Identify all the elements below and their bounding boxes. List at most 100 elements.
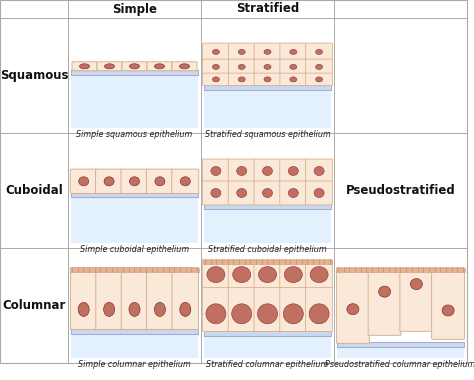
Ellipse shape: [238, 64, 245, 70]
Bar: [204, 331, 331, 336]
FancyBboxPatch shape: [202, 59, 229, 75]
FancyBboxPatch shape: [432, 268, 465, 339]
Ellipse shape: [129, 177, 139, 186]
FancyBboxPatch shape: [254, 260, 281, 290]
FancyBboxPatch shape: [146, 169, 173, 193]
Ellipse shape: [263, 166, 273, 176]
Ellipse shape: [180, 302, 191, 317]
FancyBboxPatch shape: [306, 59, 332, 75]
FancyBboxPatch shape: [306, 43, 332, 61]
Ellipse shape: [238, 49, 245, 54]
FancyBboxPatch shape: [254, 59, 281, 75]
FancyBboxPatch shape: [96, 169, 123, 193]
FancyBboxPatch shape: [368, 268, 401, 335]
Ellipse shape: [212, 64, 219, 70]
Bar: [337, 342, 464, 347]
Ellipse shape: [314, 188, 324, 198]
FancyBboxPatch shape: [228, 43, 255, 61]
Ellipse shape: [442, 305, 454, 316]
Ellipse shape: [104, 177, 114, 186]
Bar: [204, 90, 331, 128]
Ellipse shape: [79, 177, 89, 186]
FancyBboxPatch shape: [172, 169, 199, 193]
Ellipse shape: [78, 302, 89, 317]
Ellipse shape: [316, 49, 323, 54]
Bar: [71, 329, 198, 334]
Ellipse shape: [155, 177, 165, 186]
FancyBboxPatch shape: [337, 268, 369, 343]
FancyBboxPatch shape: [172, 268, 199, 329]
Bar: [71, 192, 198, 197]
Ellipse shape: [212, 77, 219, 82]
FancyBboxPatch shape: [172, 62, 197, 71]
FancyBboxPatch shape: [280, 159, 307, 183]
FancyBboxPatch shape: [306, 288, 333, 332]
Ellipse shape: [379, 286, 391, 297]
FancyBboxPatch shape: [306, 159, 333, 183]
Ellipse shape: [155, 64, 164, 69]
FancyBboxPatch shape: [228, 73, 255, 86]
Bar: [336, 268, 465, 272]
Ellipse shape: [180, 177, 190, 186]
Ellipse shape: [129, 302, 140, 317]
Text: Squamous: Squamous: [0, 69, 68, 82]
Ellipse shape: [257, 304, 277, 324]
Ellipse shape: [309, 304, 329, 324]
Ellipse shape: [290, 77, 297, 82]
Ellipse shape: [207, 267, 225, 283]
FancyBboxPatch shape: [228, 260, 255, 290]
Ellipse shape: [211, 188, 221, 198]
FancyBboxPatch shape: [306, 73, 332, 86]
FancyBboxPatch shape: [202, 181, 229, 205]
Ellipse shape: [290, 49, 297, 54]
Ellipse shape: [80, 64, 90, 69]
FancyBboxPatch shape: [228, 181, 255, 205]
FancyBboxPatch shape: [254, 73, 281, 86]
Ellipse shape: [237, 188, 246, 198]
Ellipse shape: [233, 267, 251, 283]
Ellipse shape: [288, 166, 298, 176]
FancyBboxPatch shape: [280, 260, 307, 290]
FancyBboxPatch shape: [202, 43, 229, 61]
FancyBboxPatch shape: [254, 159, 281, 183]
Text: Simple squamous epithelium: Simple squamous epithelium: [76, 130, 192, 139]
Ellipse shape: [316, 77, 323, 82]
Text: Stratified: Stratified: [236, 3, 299, 16]
FancyBboxPatch shape: [306, 260, 333, 290]
FancyBboxPatch shape: [306, 181, 333, 205]
Text: Simple cuboidal epithelium: Simple cuboidal epithelium: [80, 245, 189, 254]
FancyBboxPatch shape: [122, 62, 147, 71]
Text: Simple: Simple: [112, 3, 157, 16]
Bar: [204, 336, 331, 358]
Text: Stratified columnar epithelium: Stratified columnar epithelium: [206, 360, 328, 369]
Text: Pseudostratified columnar epithelium: Pseudostratified columnar epithelium: [325, 360, 474, 369]
FancyBboxPatch shape: [228, 59, 255, 75]
FancyBboxPatch shape: [280, 73, 307, 86]
Ellipse shape: [410, 279, 422, 290]
Text: Simple columnar epithelium: Simple columnar epithelium: [78, 360, 191, 369]
Ellipse shape: [314, 166, 324, 176]
FancyBboxPatch shape: [96, 268, 122, 329]
FancyBboxPatch shape: [70, 169, 97, 193]
FancyBboxPatch shape: [146, 268, 173, 329]
FancyBboxPatch shape: [147, 62, 172, 71]
Ellipse shape: [316, 64, 323, 70]
Ellipse shape: [263, 188, 273, 198]
FancyBboxPatch shape: [72, 62, 97, 71]
FancyBboxPatch shape: [202, 73, 229, 86]
Ellipse shape: [310, 267, 328, 283]
Bar: [71, 197, 198, 243]
Ellipse shape: [284, 267, 302, 283]
Bar: [70, 268, 199, 272]
Ellipse shape: [264, 64, 271, 70]
Ellipse shape: [258, 267, 276, 283]
Ellipse shape: [264, 77, 271, 82]
Ellipse shape: [264, 49, 271, 54]
Ellipse shape: [212, 49, 219, 54]
FancyBboxPatch shape: [71, 268, 97, 329]
Bar: [203, 260, 332, 264]
FancyBboxPatch shape: [280, 288, 307, 332]
Bar: [71, 75, 198, 128]
Ellipse shape: [288, 188, 298, 198]
FancyBboxPatch shape: [280, 181, 307, 205]
